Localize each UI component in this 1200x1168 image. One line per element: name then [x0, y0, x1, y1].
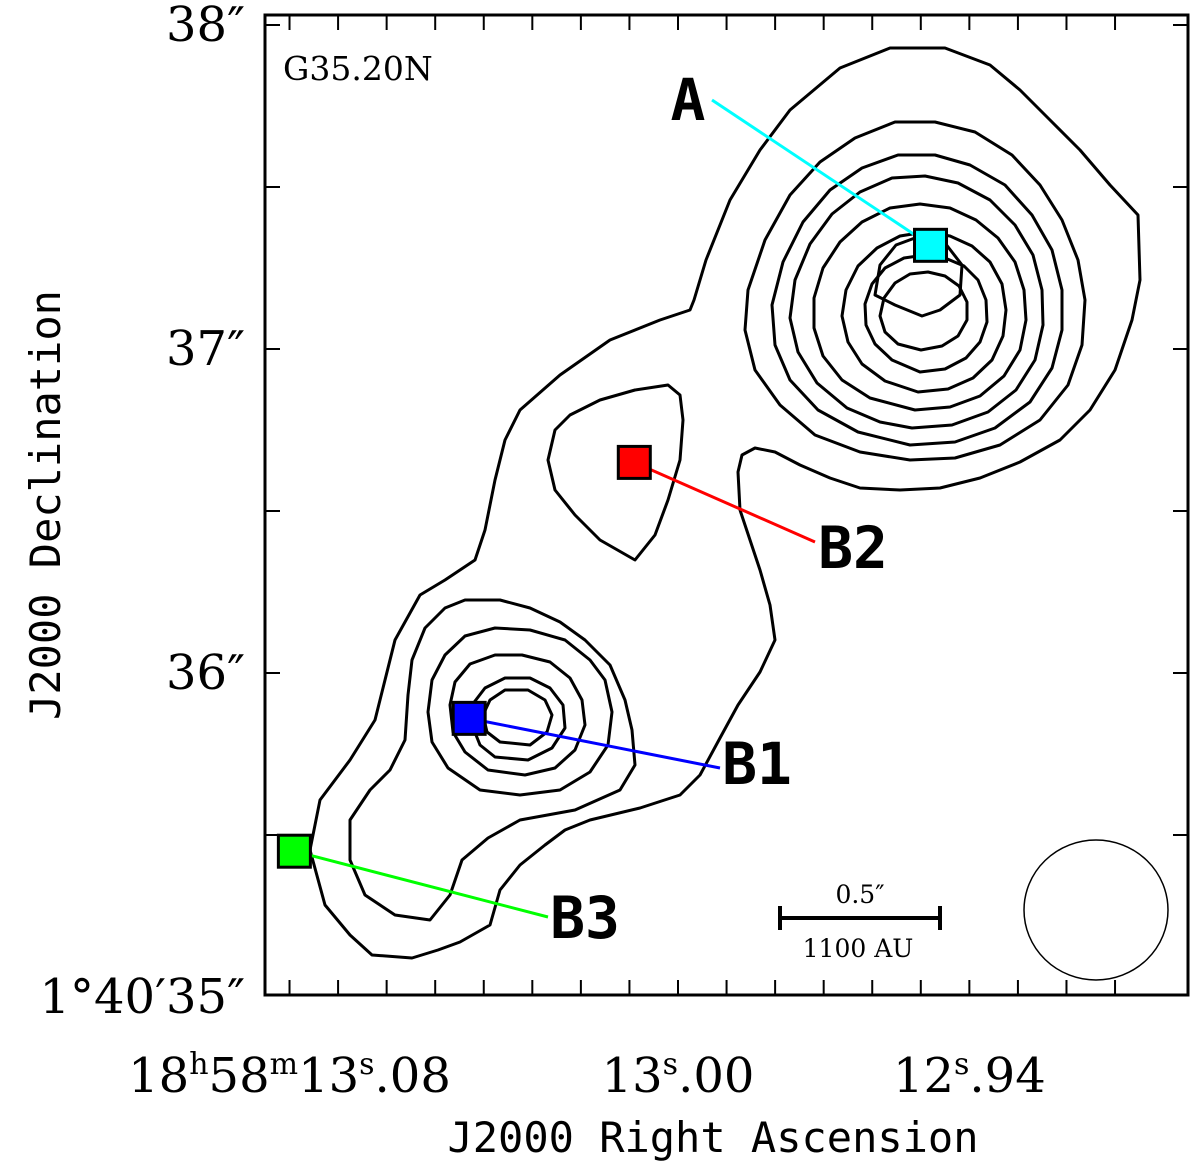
source-marker-b2: [616, 444, 652, 480]
leader-line-b1: [468, 716, 721, 770]
source-marker-a: [913, 227, 949, 263]
scale-bar: 0.5″ 1100 AU: [778, 880, 942, 963]
source-label-a: A: [671, 66, 706, 134]
field-label: G35.20N: [283, 49, 433, 88]
contour-a-7: [878, 270, 969, 352]
y-tick-labels: 1°40′35″ 36″ 37″ 38″: [39, 0, 245, 1025]
x-tick-label: 13s.00: [602, 1047, 755, 1104]
x-axis-label: J2000 Right Ascension: [447, 1113, 978, 1162]
source-marker-b3: [276, 833, 312, 869]
source-leader-lines: [293, 98, 932, 919]
source-marker-b1: [451, 700, 487, 736]
contour-lines: [308, 46, 1142, 960]
y-tick-label: 37″: [166, 321, 245, 377]
contour-a-2: [770, 153, 1064, 447]
contour-a-4: [812, 202, 1028, 412]
contour-b3-inner: [348, 598, 637, 922]
contour-a-3: [788, 174, 1045, 430]
y-tick-label: 38″: [166, 0, 245, 53]
x-tick-label: 18h58m13s.08: [128, 1047, 451, 1104]
leader-line-b2: [633, 461, 816, 544]
beam-ellipse: [1023, 839, 1169, 981]
contour-b2: [546, 383, 685, 562]
contour-a-1: [743, 120, 1087, 462]
plot-border: [263, 13, 1190, 997]
contour-b1-4: [481, 688, 554, 747]
leader-line-b3: [293, 849, 549, 919]
plot-frame: [263, 13, 1190, 997]
y-tick-label: 36″: [166, 645, 245, 701]
source-label-b2: B2: [818, 514, 888, 582]
scale-bar-linear-label: 1100 AU: [803, 934, 914, 963]
x-tick-label: 12s.94: [893, 1047, 1046, 1104]
source-markers: [276, 227, 949, 869]
scale-bar-angular-label: 0.5″: [835, 880, 884, 909]
contour-outer-envelope: [308, 46, 1142, 960]
source-label-b3: B3: [550, 884, 620, 952]
contour-b1-2: [448, 653, 587, 777]
contour-b1-1: [426, 626, 614, 797]
source-labels: A B2 B1 B3: [550, 66, 888, 952]
leader-line-a: [711, 98, 932, 247]
y-tick-label: 1°40′35″: [39, 969, 245, 1025]
minor-ticks: [265, 15, 1188, 995]
x-tick-labels: 18h58m13s.08 13s.00 12s.94: [128, 1047, 1046, 1104]
source-label-b1: B1: [722, 730, 792, 798]
y-axis-label: J2000 Declination: [21, 290, 70, 720]
